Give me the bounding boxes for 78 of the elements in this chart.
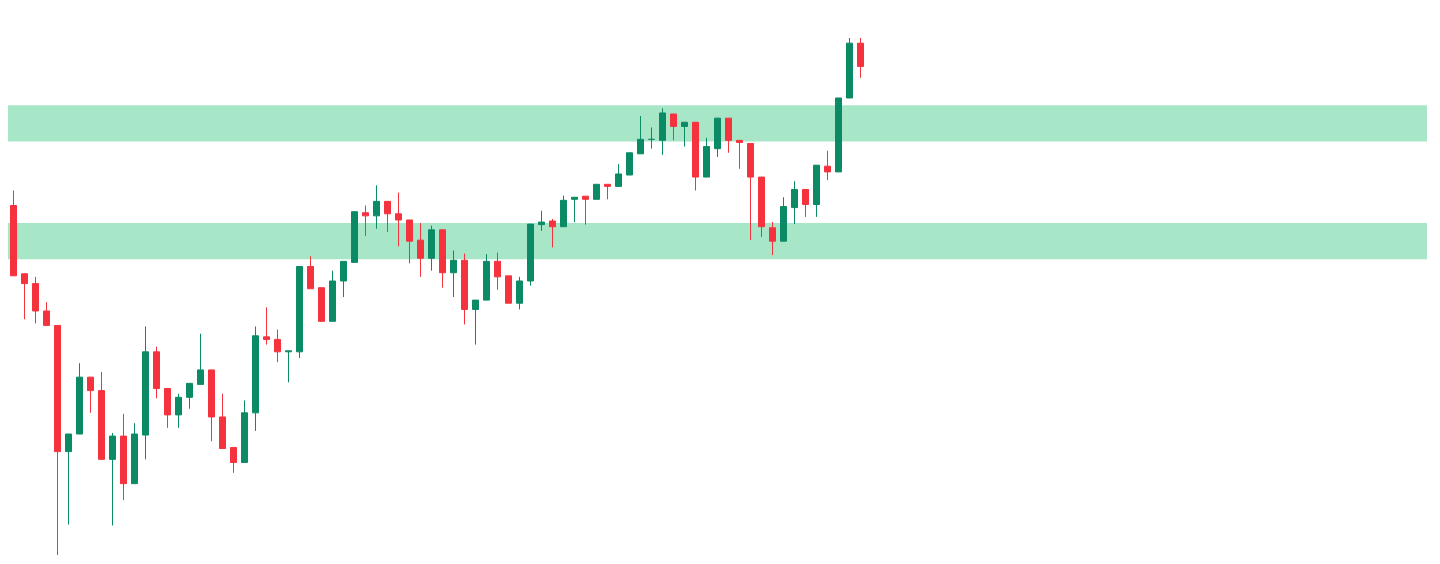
candlestick [670, 113, 677, 141]
candlestick [857, 37, 864, 79]
candlestick [208, 369, 215, 442]
candlestick [153, 346, 160, 399]
candlestick [703, 137, 710, 178]
candlestick [472, 299, 479, 346]
candlestick [659, 107, 666, 156]
candlestick [516, 276, 523, 310]
candlestick [65, 433, 72, 525]
candlestick [626, 152, 633, 176]
candlestick [549, 218, 556, 248]
candlestick [483, 253, 490, 301]
candlestick [241, 399, 248, 463]
candlestick [98, 371, 105, 460]
candlestick [21, 273, 28, 320]
candlestick [780, 196, 787, 242]
candlestick [593, 183, 600, 200]
candlestick [582, 195, 589, 226]
candlestick [406, 219, 413, 264]
candlestick [351, 211, 358, 263]
candlestick [340, 260, 347, 298]
candlestick [142, 325, 149, 460]
candlestick [736, 139, 743, 170]
candlestick [362, 205, 369, 237]
candlestick [725, 117, 732, 154]
candlestick [714, 117, 721, 158]
candlestick [395, 192, 402, 247]
candlestick [758, 176, 765, 238]
candlestick [615, 163, 622, 187]
candlestick [76, 362, 83, 435]
candlestick [417, 222, 424, 278]
candlestick [428, 225, 435, 272]
candlestick [384, 200, 391, 233]
candlestick [131, 422, 138, 485]
candlestick [802, 188, 809, 218]
candlestick [373, 184, 380, 230]
candlestick [813, 164, 820, 218]
candlestick [824, 150, 831, 181]
candlestick [109, 432, 116, 527]
candlestick [538, 210, 545, 232]
candlestick [120, 413, 127, 501]
candlestick [450, 249, 457, 298]
candlestick [648, 126, 655, 150]
candlestick [505, 275, 512, 304]
candlestick [87, 376, 94, 414]
candlestick [32, 276, 39, 324]
candlestick [186, 382, 193, 410]
candlestick [329, 270, 336, 322]
candlestick [175, 393, 182, 429]
candlestick [274, 329, 281, 363]
candlestick [692, 121, 699, 192]
candlestick [461, 253, 468, 325]
candlestick [54, 324, 61, 556]
candlestick [230, 446, 237, 474]
candlestick [571, 196, 578, 223]
candlestick [560, 195, 567, 228]
candlestick [307, 255, 314, 290]
candlestick [318, 287, 325, 322]
candlestick [43, 301, 50, 326]
candlestick [747, 142, 754, 241]
candlestick [296, 266, 303, 359]
candlestick [527, 223, 534, 287]
candlestick [846, 37, 853, 99]
candlestick [637, 115, 644, 155]
candlestick [835, 97, 842, 173]
candlestick [10, 190, 17, 277]
candlestick [285, 350, 292, 383]
candlestick [494, 252, 501, 291]
candlestick [604, 183, 611, 200]
candlestick [681, 121, 688, 148]
candlestick [263, 306, 270, 346]
candlestick [769, 221, 776, 256]
candlestick [164, 388, 171, 429]
candlestick [439, 229, 446, 289]
candlestick [219, 393, 226, 449]
candlestick [252, 325, 259, 432]
candlestick [791, 180, 798, 225]
candlestick [197, 333, 204, 385]
